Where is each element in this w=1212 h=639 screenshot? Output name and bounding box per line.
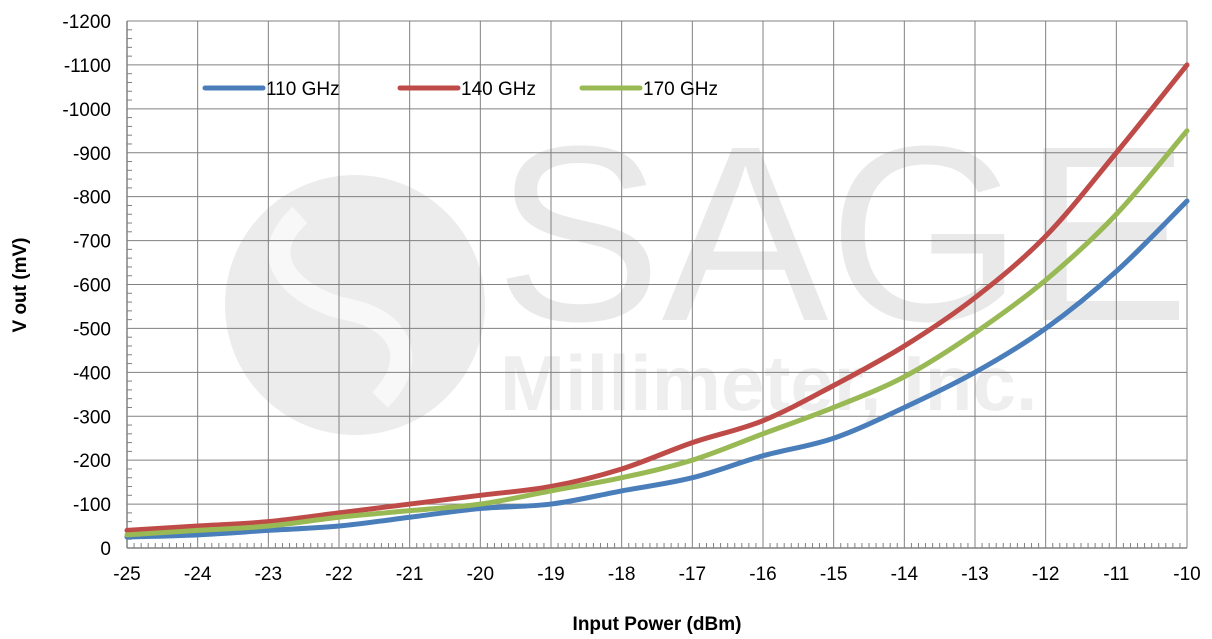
minor-ticks	[127, 29, 1181, 548]
x-tick-label: -12	[1032, 564, 1059, 585]
y-tick-label: -600	[73, 276, 111, 297]
x-tick-labels: -25 -24 -23 -22 -21 -20 -19 -18 -17 -16 -15 -14 -13 -…	[113, 564, 1200, 585]
x-tick-label: -16	[749, 564, 776, 585]
y-tick-label: 0	[100, 539, 111, 560]
legend-label-140-ghz: 140 GHz	[461, 79, 536, 100]
series-lines	[124, 62, 1190, 540]
x-tick-label: -20	[467, 564, 494, 585]
x-tick-label: -10	[1173, 564, 1200, 585]
x-tick-label: -22	[325, 564, 352, 585]
legend-label-110-ghz: 110 GHz	[266, 79, 340, 100]
x-tick-label: -23	[255, 564, 282, 585]
x-tick-label: -13	[961, 564, 988, 585]
series-line-170-ghz	[124, 128, 1190, 538]
y-tick-label: -700	[73, 232, 111, 253]
x-tick-label: -15	[820, 564, 847, 585]
series-line-140-ghz	[124, 62, 1190, 533]
watermark-brand: SAGE	[495, 94, 1190, 373]
y-tick-labels: 0 -100 -200 -300 -400 -500 -600 -700 -800 -900 -10…	[62, 12, 111, 560]
y-tick-label: -500	[73, 319, 111, 340]
y-tick-label: -400	[73, 363, 111, 384]
x-tick-label: -25	[113, 564, 140, 585]
y-tick-label: -300	[73, 407, 111, 428]
x-tick-label: -11	[1103, 564, 1129, 585]
legend-label-170-ghz: 170 GHz	[643, 79, 718, 100]
watermark-logo-swirl	[268, 206, 413, 408]
x-tick-label: -21	[396, 564, 423, 585]
y-tick-label: -1000	[62, 100, 111, 121]
x-tick-label: -18	[608, 564, 635, 585]
y-tick-label: -1100	[64, 56, 111, 77]
x-tick-label: -24	[184, 564, 212, 585]
x-tick-label: -19	[537, 564, 564, 585]
y-tick-label: -1200	[62, 12, 111, 33]
x-axis-title: Input Power (dBm)	[573, 614, 742, 635]
x-tick-label: -17	[679, 564, 706, 585]
y-tick-label: -800	[73, 188, 111, 209]
legend: 110 GHz 140 GHz 170 GHz	[202, 79, 718, 100]
watermark: SAGE Millimeter, Inc.	[225, 94, 1190, 435]
y-tick-label: -100	[73, 495, 111, 516]
x-tick-label: -14	[891, 564, 919, 585]
y-tick-label: -900	[73, 144, 111, 165]
y-tick-label: -200	[73, 451, 111, 472]
y-axis-title: V out (mV)	[10, 238, 31, 333]
series-line-110-ghz	[124, 198, 1190, 540]
